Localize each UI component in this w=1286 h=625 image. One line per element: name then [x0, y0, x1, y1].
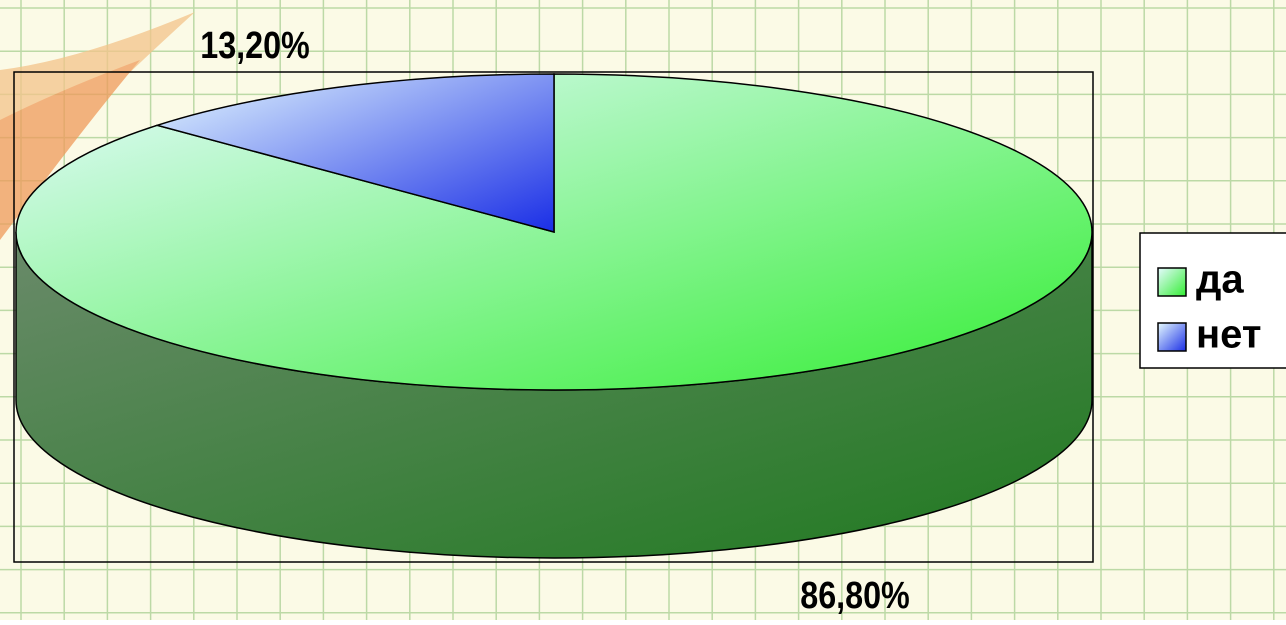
plot-area — [13, 71, 1094, 563]
pie-slice — [154, 73, 555, 233]
pie — [15, 73, 1093, 559]
legend-label: нет — [1196, 313, 1261, 357]
legend-swatch — [1157, 267, 1187, 297]
book-decoration — [0, 12, 195, 240]
legend-label: да — [1196, 258, 1244, 302]
legend-swatch — [1157, 322, 1187, 352]
legend: да нет — [1157, 258, 1261, 357]
data-label: 86,80% — [800, 575, 910, 617]
data-label: 13,20% — [200, 25, 310, 67]
